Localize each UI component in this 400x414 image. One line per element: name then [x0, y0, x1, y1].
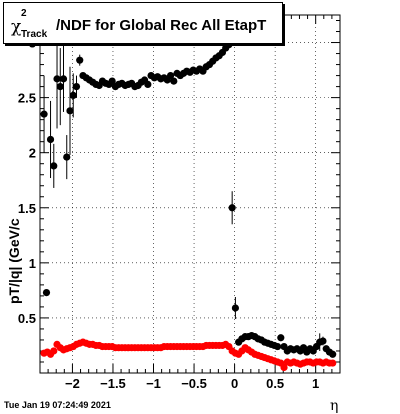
x-tick-label: 1 [312, 376, 319, 391]
chart-title-box: χ 2 Track /NDF for Global Rec All EtapT [3, 2, 283, 44]
data-point [228, 204, 236, 212]
y-tick-label: 1 [29, 256, 36, 271]
data-point [59, 75, 68, 83]
title-superscript: 2 [21, 8, 27, 19]
data-point [76, 56, 84, 64]
x-tick-label: 0 [231, 376, 238, 391]
data-point [42, 288, 51, 297]
y-tick-label: 0.5 [18, 311, 36, 326]
y-tick-label: 2.5 [18, 91, 36, 106]
data-point [319, 337, 327, 345]
data-point [280, 363, 288, 372]
data-point [166, 71, 175, 80]
y-tick-label: 1.5 [18, 201, 36, 216]
y-axis-title: pT/|q| (GeV/c [6, 218, 22, 304]
y-tick-label: 2 [29, 146, 36, 161]
data-point [40, 110, 48, 118]
data-point [277, 334, 285, 342]
data-point [56, 83, 64, 91]
x-tick-label: 0.5 [266, 376, 284, 391]
data-point [66, 107, 74, 115]
data-point [231, 304, 240, 312]
x-tick-label: −1 [146, 376, 161, 391]
chart-title: /NDF for Global Rec All EtapT [56, 17, 267, 34]
data-point [144, 80, 152, 88]
title-chi-symbol: χ [11, 17, 22, 37]
x-axis-title: η [330, 398, 339, 414]
timestamp: Tue Jan 19 07:24:49 2021 [4, 400, 111, 410]
data-point [53, 75, 61, 83]
data-point [46, 135, 55, 144]
title-subscript: Track [21, 29, 48, 40]
x-tick-label: −1.5 [100, 376, 126, 391]
data-point [329, 359, 337, 367]
data-point [170, 77, 178, 85]
data-point [108, 77, 116, 85]
data-point [72, 83, 81, 91]
data-point [69, 91, 77, 100]
x-tick-label: −2 [65, 376, 80, 391]
data-point [329, 350, 337, 358]
x-tick-label: −0.5 [181, 376, 207, 391]
data-point [63, 153, 71, 161]
data-point [50, 347, 58, 355]
data-point [50, 162, 58, 170]
data-point [273, 342, 282, 351]
